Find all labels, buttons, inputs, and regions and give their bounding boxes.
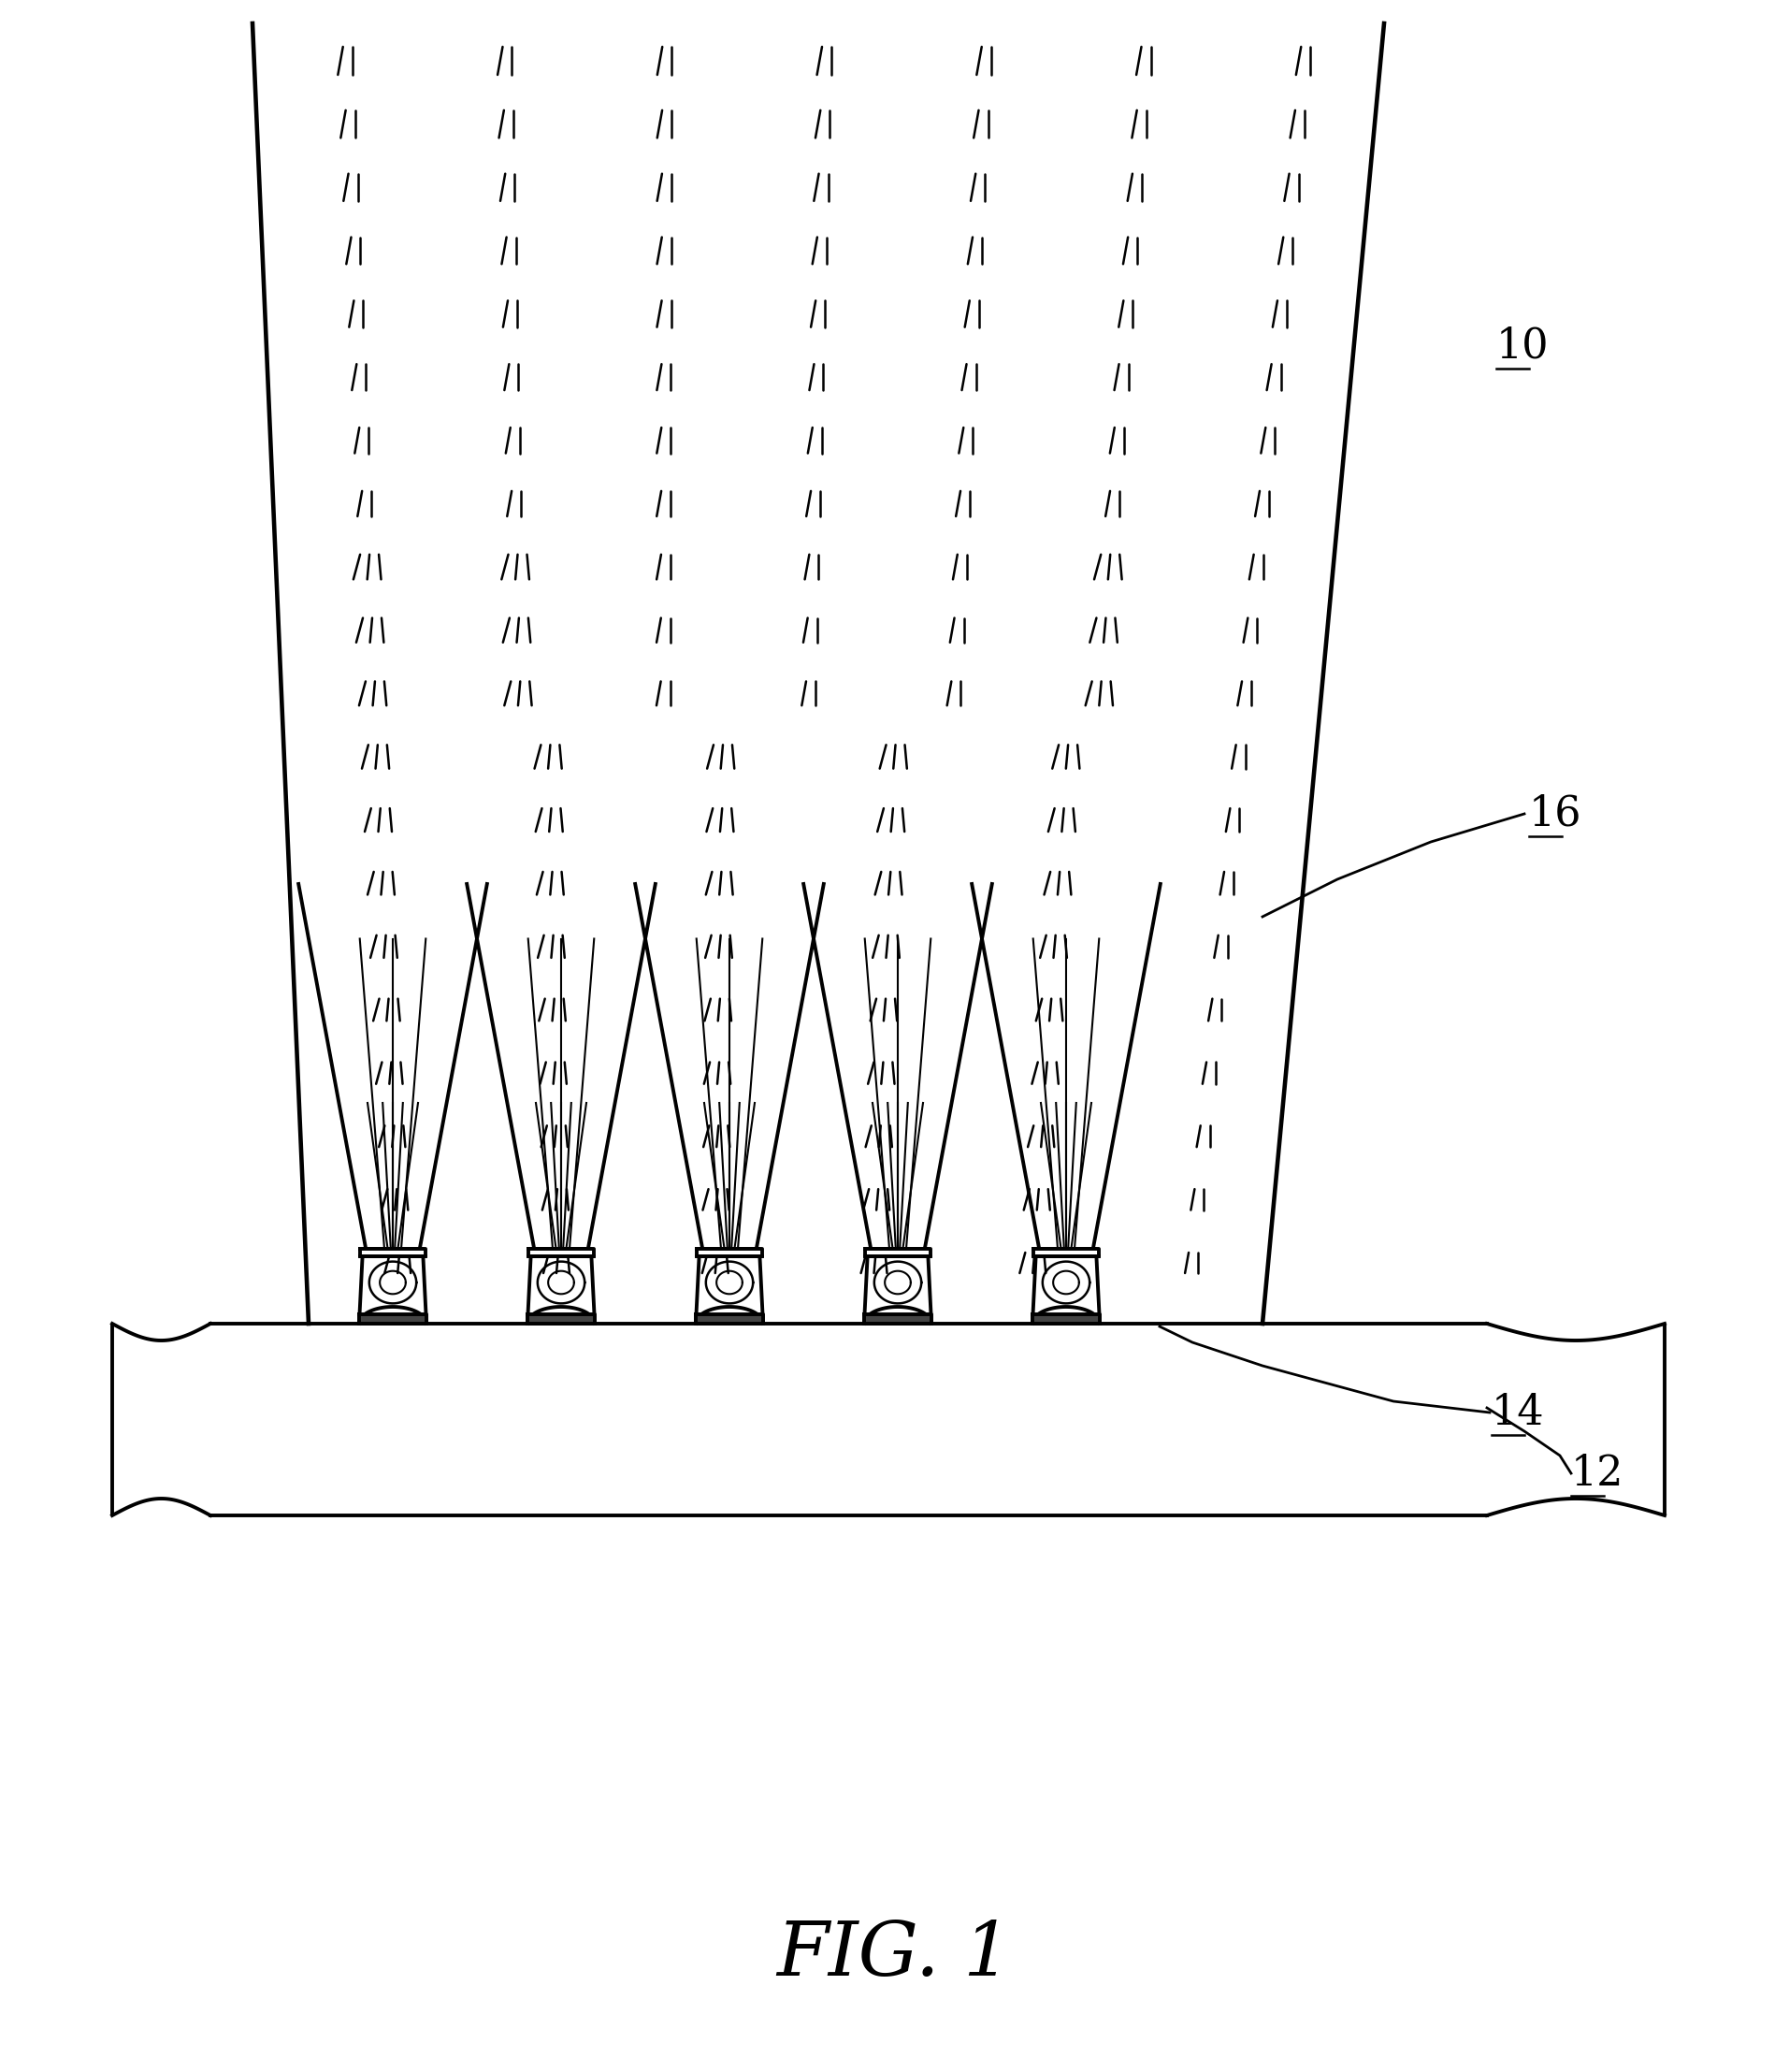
Text: 14: 14 xyxy=(1492,1392,1544,1432)
Text: 10: 10 xyxy=(1496,325,1549,367)
Text: 12: 12 xyxy=(1571,1452,1624,1494)
Text: FIG. 1: FIG. 1 xyxy=(776,1919,1011,1991)
Text: 16: 16 xyxy=(1530,794,1581,835)
